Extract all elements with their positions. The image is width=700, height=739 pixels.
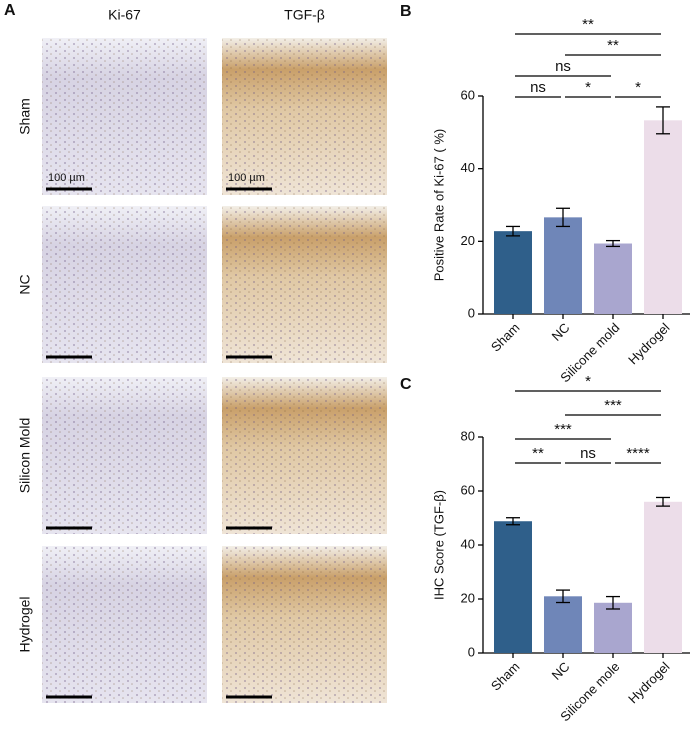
micrograph-texture [222, 377, 387, 534]
micrograph-texture [42, 546, 207, 703]
micrograph-texture [42, 206, 207, 363]
bar [494, 231, 532, 314]
bar [644, 120, 682, 315]
image-grid: Ki-67 TGF-β Sham 100 µm 100 µm NC Silicon Mold… [17, 7, 387, 703]
error-bar [656, 496, 670, 507]
y-tick-label: 60 [461, 482, 475, 497]
significance-label: ** [607, 37, 619, 54]
y-tick-label: 20 [461, 233, 475, 248]
error-bar [606, 595, 620, 610]
y-axis-title: IHC Score (TGF-β) [431, 490, 446, 600]
significance-label: ns [530, 79, 546, 96]
y-axis-title: Positive Rate of Ki-67 ( %) [431, 129, 446, 281]
bar [594, 243, 632, 314]
significance-label: ns [555, 58, 571, 75]
micrograph-texture [222, 38, 387, 195]
y-tick-label: 20 [461, 590, 475, 605]
micrograph-texture [42, 377, 207, 534]
x-tick-label: NC [549, 659, 573, 683]
bar [644, 501, 682, 653]
y-tick-label: 60 [461, 87, 475, 102]
error-bar [656, 106, 670, 135]
micrograph-texture [42, 38, 207, 195]
x-tick-label: Hydrogel [625, 659, 672, 706]
y-tick-label: 40 [461, 536, 475, 551]
bar [594, 602, 632, 653]
error-bar [506, 517, 520, 526]
bar [494, 521, 532, 653]
x-tick-label: Hydrogel [625, 320, 672, 367]
significance-label: *** [604, 397, 622, 414]
y-tick-label: 0 [468, 644, 475, 659]
significance-label: * [585, 373, 591, 390]
error-bar [556, 207, 570, 228]
significance-label: ** [582, 16, 594, 33]
x-tick-label: Sham [488, 320, 523, 355]
panel-label: C [400, 376, 412, 393]
error-bar [556, 589, 570, 604]
y-tick-label: 0 [468, 305, 475, 320]
error-bar [606, 239, 620, 248]
significance-label: ns [580, 445, 596, 462]
y-tick-label: 40 [461, 160, 475, 175]
error-bar [506, 225, 520, 237]
panel-label: A [4, 2, 16, 19]
row-label: Silicon Mold [17, 418, 33, 493]
significance-label: *** [554, 421, 572, 438]
row-label: Sham [17, 98, 33, 135]
significance-label: ** [532, 445, 544, 462]
significance-label: * [585, 79, 591, 96]
y-tick-label: 80 [461, 428, 475, 443]
scale-bar-label: 100 µm [228, 172, 265, 184]
column-header: TGF-β [284, 7, 325, 23]
bar [544, 596, 582, 653]
panel-label: B [400, 3, 412, 20]
column-header: Ki-67 [108, 7, 141, 23]
micrograph-texture [222, 546, 387, 703]
row-label: Hydrogel [17, 596, 33, 652]
bar [544, 217, 582, 314]
micrograph-texture [222, 206, 387, 363]
x-tick-label: Sham [488, 659, 523, 694]
charts: B Positive Rate of Ki-67 ( %) 0 20 40 60 Sham N… [400, 3, 690, 724]
row-label: NC [17, 274, 33, 294]
scale-bar-label: 100 µm [48, 172, 85, 184]
significance-label: * [635, 79, 641, 96]
significance-label: **** [626, 445, 650, 462]
x-tick-label: NC [549, 320, 573, 344]
